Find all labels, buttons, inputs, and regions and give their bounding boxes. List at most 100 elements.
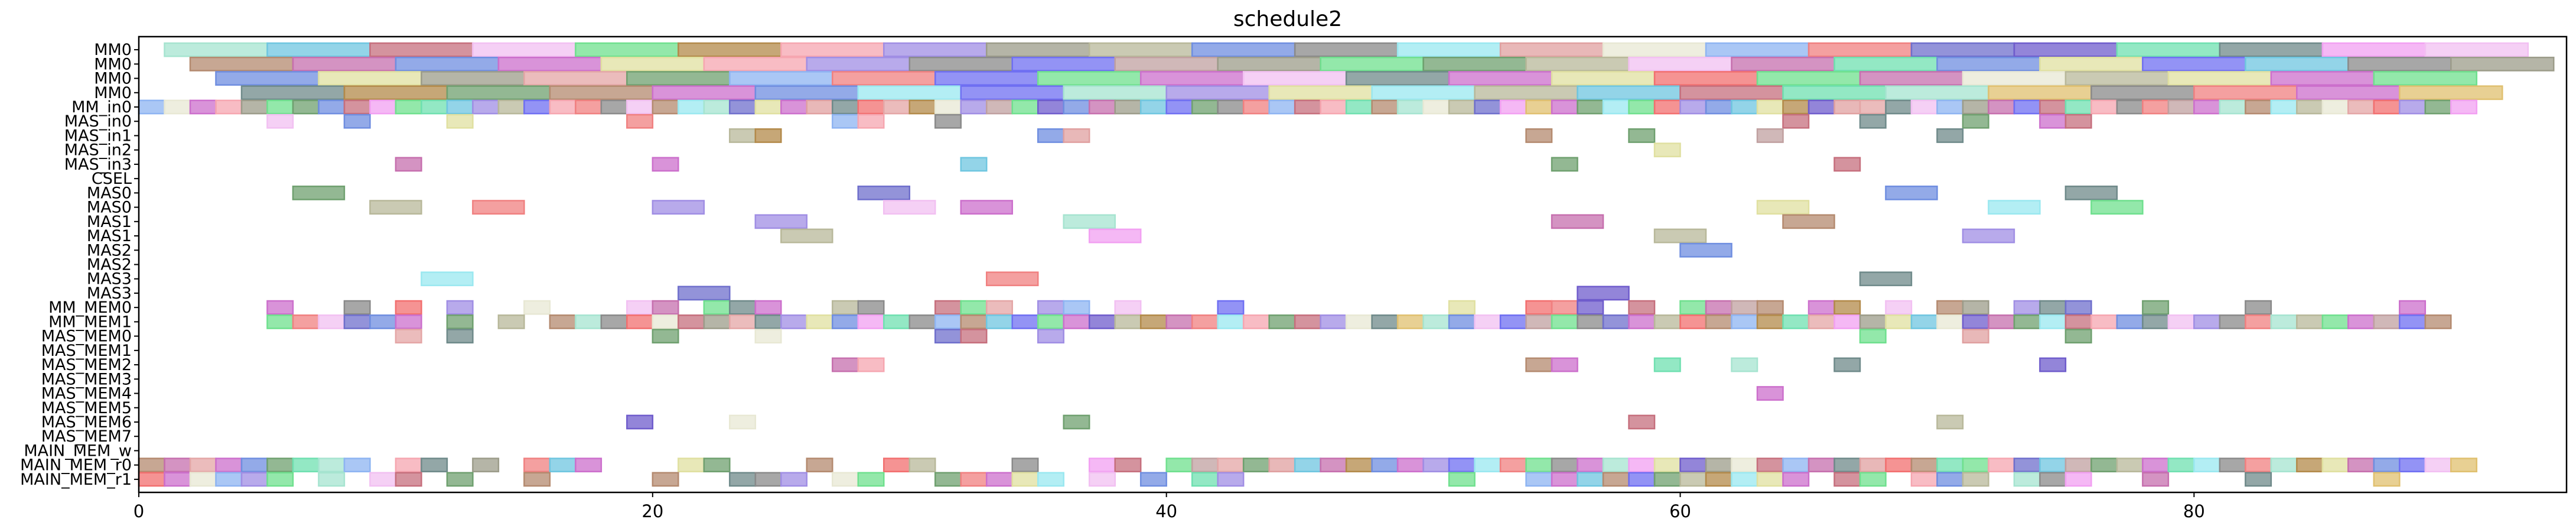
task-bar: [1063, 314, 1090, 329]
y-tick-label: MM_in0: [71, 98, 132, 116]
y-tick-label: MAS1: [87, 213, 132, 231]
task-bar: [1756, 472, 1784, 487]
task-bar: [1551, 71, 1656, 86]
y-axis: MM0MM0MM0MM0MM_in0MAS_in0MAS_in1MAS_in2M…: [20, 41, 139, 489]
task-bar: [1679, 242, 1732, 258]
task-bar: [1525, 128, 1553, 143]
task-bar: [2013, 314, 2041, 329]
task-bar: [1345, 314, 1373, 329]
task-bar: [1037, 300, 1064, 315]
task-bar: [215, 71, 320, 86]
y-tick-label: MAS_MEM0: [41, 327, 132, 346]
x-tick-label: 60: [1669, 501, 1691, 521]
task-bar: [1859, 472, 1887, 487]
task-bar: [266, 314, 294, 329]
task-bar: [2116, 42, 2221, 57]
task-bar: [1782, 214, 1835, 229]
task-bar: [240, 472, 268, 487]
task-bar: [2219, 314, 2246, 329]
task-bar: [1011, 56, 1116, 72]
task-bar: [575, 99, 603, 115]
task-bar: [703, 99, 731, 115]
task-bar: [2013, 472, 2041, 487]
task-bar: [2399, 85, 2503, 100]
task-bar: [1499, 99, 1527, 115]
task-bar: [780, 99, 808, 115]
task-bar: [1037, 71, 1142, 86]
y-tick-label: MAS_MEM2: [41, 356, 132, 374]
task-bar: [1988, 200, 2041, 215]
task-bar: [1602, 314, 1630, 329]
task-bar: [1525, 472, 1553, 487]
x-tick-label: 0: [133, 501, 144, 521]
task-bar: [1422, 314, 1450, 329]
task-bar: [2245, 472, 2272, 487]
task-bar: [189, 472, 217, 487]
task-bar: [652, 300, 679, 315]
task-bar: [1037, 472, 1064, 487]
task-bar: [2450, 56, 2555, 72]
task-bar: [1885, 458, 1913, 473]
y-tick-label: MAS1: [87, 227, 132, 245]
task-bar: [960, 329, 988, 344]
task-bar: [1859, 113, 1887, 129]
task-bar: [472, 458, 500, 473]
task-bar: [2424, 42, 2529, 57]
task-bar: [1679, 458, 1707, 473]
task-bar: [2116, 458, 2144, 473]
task-bar: [575, 314, 603, 329]
task-bar: [1422, 99, 1450, 115]
task-bar: [806, 458, 833, 473]
task-bar: [318, 71, 422, 86]
task-bar: [1165, 99, 1193, 115]
task-bar: [2450, 458, 2478, 473]
task-bar: [908, 56, 1013, 72]
task-bar: [421, 71, 525, 86]
task-bar: [2013, 458, 2041, 473]
task-bar: [626, 314, 654, 329]
task-bar: [1063, 128, 1090, 143]
task-bar: [189, 56, 294, 72]
task-bar: [1577, 85, 1681, 100]
task-bar: [1936, 128, 1964, 143]
task-bar: [1834, 472, 1861, 487]
task-bar: [2193, 314, 2221, 329]
task-bar: [1037, 329, 1064, 344]
task-bar: [678, 458, 705, 473]
task-bar: [446, 329, 474, 344]
bars-layer: [138, 42, 2555, 487]
task-bar: [1474, 85, 1578, 100]
task-bar: [832, 71, 936, 86]
task-bar: [857, 300, 885, 315]
task-bar: [446, 472, 474, 487]
task-bar: [523, 71, 628, 86]
task-bar: [2142, 300, 2170, 315]
task-bar: [1088, 314, 1116, 329]
task-bar: [1885, 314, 1913, 329]
task-bar: [292, 56, 397, 72]
task-bar: [266, 113, 294, 129]
task-bar: [857, 185, 911, 200]
task-bar: [1114, 99, 1142, 115]
task-bar: [1422, 458, 1450, 473]
task-bar: [343, 99, 371, 115]
task-bar: [1088, 228, 1142, 244]
task-bar: [1114, 300, 1142, 315]
task-bar: [1577, 314, 1604, 329]
task-bar: [934, 71, 1039, 86]
task-bar: [1371, 99, 1399, 115]
task-bar: [1653, 314, 1681, 329]
task-bar: [1782, 314, 1810, 329]
task-bar: [1396, 458, 1424, 473]
task-bar: [2193, 458, 2221, 473]
task-bar: [729, 128, 757, 143]
task-bar: [1705, 300, 1732, 315]
task-bar: [1910, 472, 1938, 487]
task-bar: [1756, 314, 1784, 329]
task-bar: [421, 271, 474, 287]
task-bar: [703, 458, 731, 473]
task-bar: [446, 300, 474, 315]
task-bar: [2039, 472, 2067, 487]
task-bar: [369, 200, 422, 215]
task-bar: [2167, 458, 2195, 473]
